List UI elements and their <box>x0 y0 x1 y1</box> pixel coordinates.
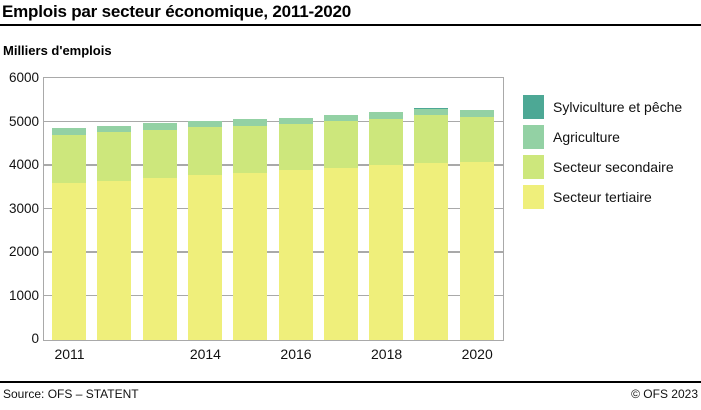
legend-item-sylviculture-et-peche: Sylviculture et pêche <box>523 95 682 119</box>
legend-label-agriculture: Agriculture <box>553 129 620 145</box>
y-axis-tick-label-4000: 4000 <box>8 157 39 172</box>
bar-2013-segment-agriculture <box>142 123 177 130</box>
bar-2019-segment-secteur-secondaire <box>414 114 449 163</box>
bar-2011-segment-secteur-tertiaire <box>52 182 86 340</box>
gridline-3000 <box>44 207 503 210</box>
bar-2019 <box>414 108 449 340</box>
gridline-4000 <box>44 164 503 166</box>
y-axis-tick-label-6000: 6000 <box>8 70 39 85</box>
bar-2019-segment-agriculture <box>414 108 449 115</box>
x-axis-tick-label-2016: 2016 <box>280 346 312 362</box>
bar-2018-segment-secteur-tertiaire <box>369 164 404 340</box>
y-axis-tick-label-2000: 2000 <box>8 244 39 259</box>
legend: Sylviculture et pêche Agriculture Secteur … <box>523 95 682 215</box>
copyright-note: © OFS 2023 <box>631 387 698 401</box>
bar-2016 <box>278 117 313 340</box>
legend-item-secteur-tertiaire: Secteur tertiaire <box>523 185 682 209</box>
y-axis-tick-label-0: 0 <box>31 331 39 346</box>
bar-2017-segment-agriculture <box>323 115 358 122</box>
y-axis-unit-label: Milliers d'emplois <box>3 43 112 58</box>
y-axis-tick-label-1000: 1000 <box>8 287 39 303</box>
bar-2018 <box>369 112 404 340</box>
bar-2012-segment-agriculture <box>97 126 132 133</box>
footer: Source: OFS – STATENT © OFS 2023 <box>3 387 698 401</box>
bar-2016-segment-secteur-tertiaire <box>278 170 313 340</box>
bar-2012-segment-secteur-secondaire <box>97 132 132 182</box>
bar-2011-segment-secteur-secondaire <box>52 134 86 183</box>
bar-2013 <box>142 123 177 340</box>
bar-2017-segment-secteur-tertiaire <box>323 167 358 340</box>
plot-area <box>43 77 504 341</box>
bar-2015-segment-secteur-secondaire <box>233 125 268 173</box>
bar-2014-segment-agriculture <box>187 120 222 128</box>
bar-2015-segment-agriculture <box>233 119 268 126</box>
bar-2013-segment-secteur-secondaire <box>142 129 177 179</box>
bar-2018-segment-agriculture <box>369 112 404 119</box>
gridline-1000 <box>44 294 503 297</box>
y-axis: 0 1000 2000 3000 4000 5000 6000 <box>0 0 39 410</box>
bar-2011 <box>52 128 86 340</box>
footer-divider <box>0 381 701 383</box>
bar-2011-segment-agriculture <box>52 128 86 135</box>
legend-swatch-secteur-secondaire <box>523 155 544 179</box>
legend-swatch-agriculture <box>523 125 544 149</box>
legend-item-agriculture: Agriculture <box>523 125 682 149</box>
source-note: Source: OFS – STATENT <box>3 387 139 401</box>
bar-2013-segment-secteur-tertiaire <box>142 178 177 340</box>
gridline-2000 <box>44 251 503 253</box>
legend-label-secteur-tertiaire: Secteur tertiaire <box>553 189 652 205</box>
gridline-5000 <box>44 120 503 123</box>
y-axis-tick-label-5000: 5000 <box>8 113 39 129</box>
bar-2020-segment-agriculture <box>459 110 494 117</box>
legend-swatch-sylviculture-et-peche <box>523 95 544 119</box>
bar-2015-segment-secteur-tertiaire <box>233 172 268 340</box>
bar-2018-segment-secteur-secondaire <box>369 118 404 165</box>
title-divider <box>0 24 701 26</box>
bar-2020-segment-secteur-tertiaire <box>459 162 494 340</box>
bar-2014-segment-secteur-tertiaire <box>187 174 222 340</box>
y-axis-tick-label-3000: 3000 <box>8 200 39 216</box>
page-title: Emplois par secteur économique, 2011-202… <box>2 2 351 21</box>
bar-2019-segment-secteur-tertiaire <box>414 162 449 340</box>
bar-2014-segment-secteur-secondaire <box>187 127 222 175</box>
bar-2015 <box>233 118 268 340</box>
legend-item-secteur-secondaire: Secteur secondaire <box>523 155 682 179</box>
legend-label-sylviculture-et-peche: Sylviculture et pêche <box>553 99 683 115</box>
bar-2017 <box>323 114 358 340</box>
bar-2020 <box>459 110 494 340</box>
x-axis-tick-label-2011: 2011 <box>54 346 85 362</box>
legend-swatch-secteur-tertiaire <box>523 185 544 209</box>
bar-2020-segment-secteur-secondaire <box>459 116 494 163</box>
x-axis-tick-label-2020: 2020 <box>461 346 493 362</box>
bar-2016-segment-secteur-secondaire <box>278 124 313 171</box>
x-axis-tick-label-2018: 2018 <box>371 346 403 362</box>
bar-2016-segment-agriculture <box>278 117 313 125</box>
bar-2012-segment-secteur-tertiaire <box>97 181 132 340</box>
x-axis-tick-label-2014: 2014 <box>189 346 221 362</box>
legend-label-secteur-secondaire: Secteur secondaire <box>553 159 674 175</box>
bar-2017-segment-secteur-secondaire <box>323 121 358 168</box>
bar-2014 <box>187 120 222 340</box>
bar-2012 <box>97 125 132 340</box>
